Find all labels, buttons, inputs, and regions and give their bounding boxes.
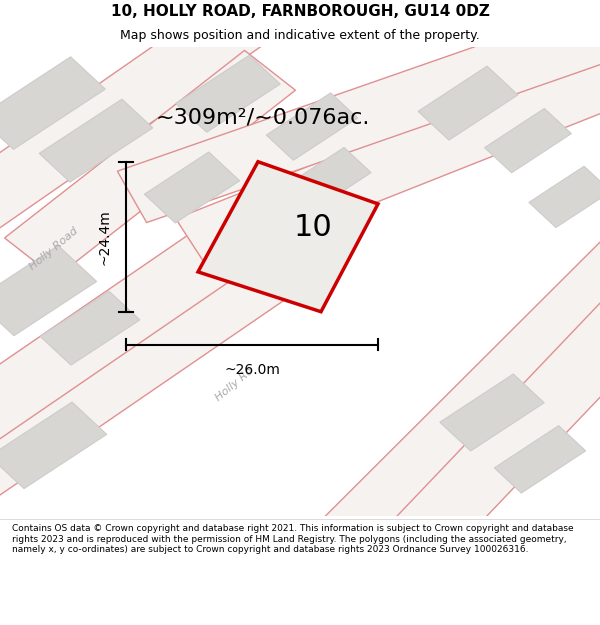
Text: ~24.4m: ~24.4m — [97, 209, 111, 264]
Polygon shape — [440, 374, 544, 451]
Polygon shape — [0, 166, 336, 443]
Polygon shape — [529, 166, 600, 228]
Text: ~26.0m: ~26.0m — [224, 363, 280, 378]
Polygon shape — [5, 51, 295, 278]
Polygon shape — [176, 55, 280, 132]
Polygon shape — [145, 152, 239, 223]
Polygon shape — [40, 291, 140, 365]
Polygon shape — [0, 2, 264, 232]
Text: ~309m²/~0.076ac.: ~309m²/~0.076ac. — [156, 107, 370, 127]
Polygon shape — [418, 66, 518, 140]
Polygon shape — [176, 45, 600, 269]
Text: 10, HOLLY ROAD, FARNBOROUGH, GU14 0DZ: 10, HOLLY ROAD, FARNBOROUGH, GU14 0DZ — [110, 4, 490, 19]
Polygon shape — [320, 241, 600, 556]
Polygon shape — [494, 426, 586, 493]
Text: 10: 10 — [293, 213, 332, 243]
Polygon shape — [289, 148, 371, 209]
Polygon shape — [0, 222, 336, 499]
Polygon shape — [198, 162, 378, 312]
Text: Holly Road: Holly Road — [28, 226, 80, 271]
Polygon shape — [266, 93, 358, 160]
Text: Contains OS data © Crown copyright and database right 2021. This information is : Contains OS data © Crown copyright and d… — [12, 524, 574, 554]
Polygon shape — [0, 57, 106, 149]
Polygon shape — [118, 0, 600, 222]
Polygon shape — [485, 109, 571, 172]
Polygon shape — [39, 99, 153, 182]
Polygon shape — [0, 246, 97, 336]
Text: Map shows position and indicative extent of the property.: Map shows position and indicative extent… — [120, 29, 480, 42]
Polygon shape — [391, 302, 600, 556]
Polygon shape — [0, 402, 107, 489]
Text: Holly Ro: Holly Ro — [213, 366, 255, 403]
